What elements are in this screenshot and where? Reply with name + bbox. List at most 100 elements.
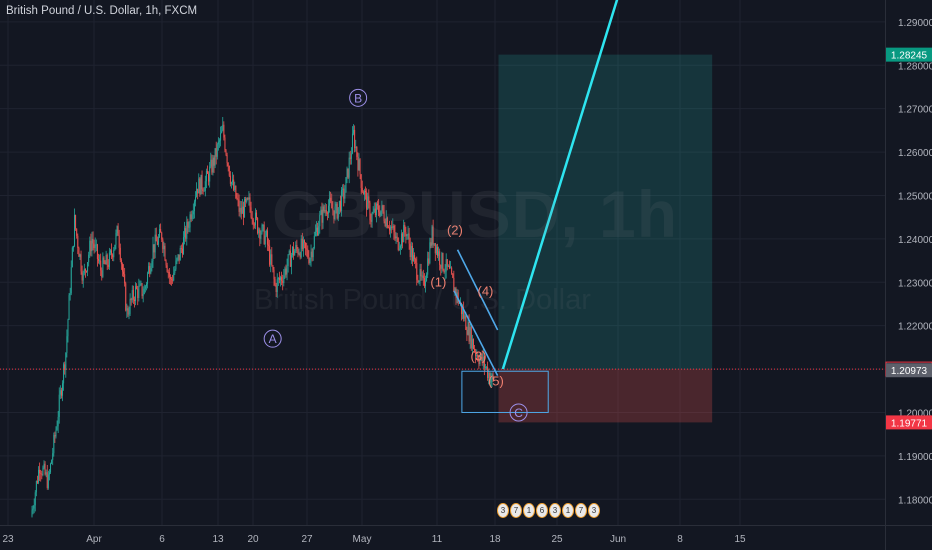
- earnings-badge[interactable]: 3: [497, 503, 509, 518]
- candle: [34, 490, 36, 512]
- earnings-badge[interactable]: 7: [575, 503, 587, 518]
- candle: [408, 227, 410, 250]
- candle: [269, 239, 271, 267]
- candle-body: [256, 212, 258, 218]
- candle: [333, 210, 335, 224]
- candle: [252, 217, 254, 230]
- candle-body: [229, 175, 231, 184]
- candle-body: [271, 254, 273, 266]
- candle: [131, 285, 133, 303]
- candle: [471, 334, 473, 356]
- candle: [275, 282, 277, 298]
- candle-body: [484, 367, 486, 368]
- candle: [201, 170, 203, 195]
- candle-body: [481, 353, 483, 363]
- candle: [133, 296, 135, 308]
- candle: [393, 224, 395, 240]
- candle-body: [319, 214, 321, 227]
- y-tick-label: 1.20000: [898, 408, 932, 419]
- candle: [237, 193, 239, 207]
- candle-body: [327, 205, 329, 214]
- candle: [300, 235, 302, 259]
- candle: [362, 190, 364, 195]
- candle-body: [72, 245, 74, 248]
- earnings-badge[interactable]: 3: [549, 503, 561, 518]
- candle-body: [467, 321, 469, 335]
- candle: [447, 264, 449, 268]
- candle: [277, 276, 279, 286]
- earnings-badge[interactable]: 6: [536, 503, 548, 518]
- abc-label: A: [269, 332, 277, 346]
- candle-body: [403, 225, 405, 243]
- candle: [33, 498, 35, 514]
- candle-body: [151, 261, 153, 269]
- candle: [335, 201, 337, 214]
- candle-body: [262, 224, 264, 226]
- candle: [282, 274, 284, 291]
- candle-body: [444, 271, 446, 273]
- y-tick-label: 1.26000: [898, 148, 932, 159]
- candle-body: [214, 148, 216, 166]
- candle-body: [374, 208, 376, 216]
- candle: [157, 233, 159, 248]
- candle-body: [424, 281, 426, 287]
- wave-label: (4): [477, 283, 493, 298]
- candle-body: [367, 196, 369, 210]
- candle-body: [333, 210, 335, 219]
- candle-body: [86, 270, 87, 272]
- candle-body: [70, 267, 72, 294]
- candle-body: [433, 243, 435, 245]
- earnings-badge[interactable]: 1: [562, 503, 574, 518]
- candle: [341, 187, 343, 217]
- candle: [70, 260, 72, 296]
- candle: [309, 257, 311, 266]
- candle: [216, 142, 218, 160]
- candle-body: [82, 273, 84, 281]
- candle: [163, 241, 165, 257]
- candle: [365, 186, 367, 200]
- candle: [284, 266, 286, 279]
- candle-body: [478, 360, 480, 365]
- candle: [434, 242, 436, 261]
- candle: [331, 193, 333, 209]
- candle-body: [276, 279, 278, 293]
- candle-body: [87, 262, 89, 272]
- candle-body: [375, 203, 377, 216]
- candle: [395, 232, 397, 244]
- candle: [297, 246, 299, 258]
- candle-body: [322, 206, 324, 223]
- candle-body: [56, 426, 58, 430]
- candle-body: [384, 221, 386, 227]
- candle: [137, 285, 139, 306]
- candle-body: [96, 244, 98, 260]
- candle: [154, 228, 156, 259]
- candle: [383, 205, 385, 224]
- candle-body: [330, 197, 332, 202]
- candle-body: [80, 254, 82, 272]
- candle-body: [172, 279, 174, 281]
- candle-body: [238, 199, 240, 212]
- candle: [338, 200, 340, 215]
- candle-body: [355, 146, 357, 149]
- candle-body: [38, 469, 40, 483]
- candle-body: [469, 327, 471, 342]
- candle-body: [378, 205, 380, 213]
- earnings-badge[interactable]: 3: [588, 503, 600, 518]
- candle: [59, 385, 61, 399]
- earnings-badge[interactable]: 7: [510, 503, 522, 518]
- candle: [351, 126, 353, 155]
- candle: [53, 432, 55, 457]
- candle-body: [201, 174, 203, 190]
- candle-body: [307, 249, 309, 257]
- candle: [317, 222, 319, 237]
- candle-body: [252, 219, 254, 225]
- candle: [107, 259, 109, 270]
- candle: [164, 243, 166, 262]
- earnings-badge[interactable]: 1: [523, 503, 535, 518]
- candle: [52, 447, 54, 466]
- candle-body: [287, 254, 289, 267]
- candle: [479, 353, 481, 367]
- candle-body: [338, 200, 340, 208]
- earnings-badges[interactable]: 3 7 1 6 3 1 7 3: [497, 503, 600, 518]
